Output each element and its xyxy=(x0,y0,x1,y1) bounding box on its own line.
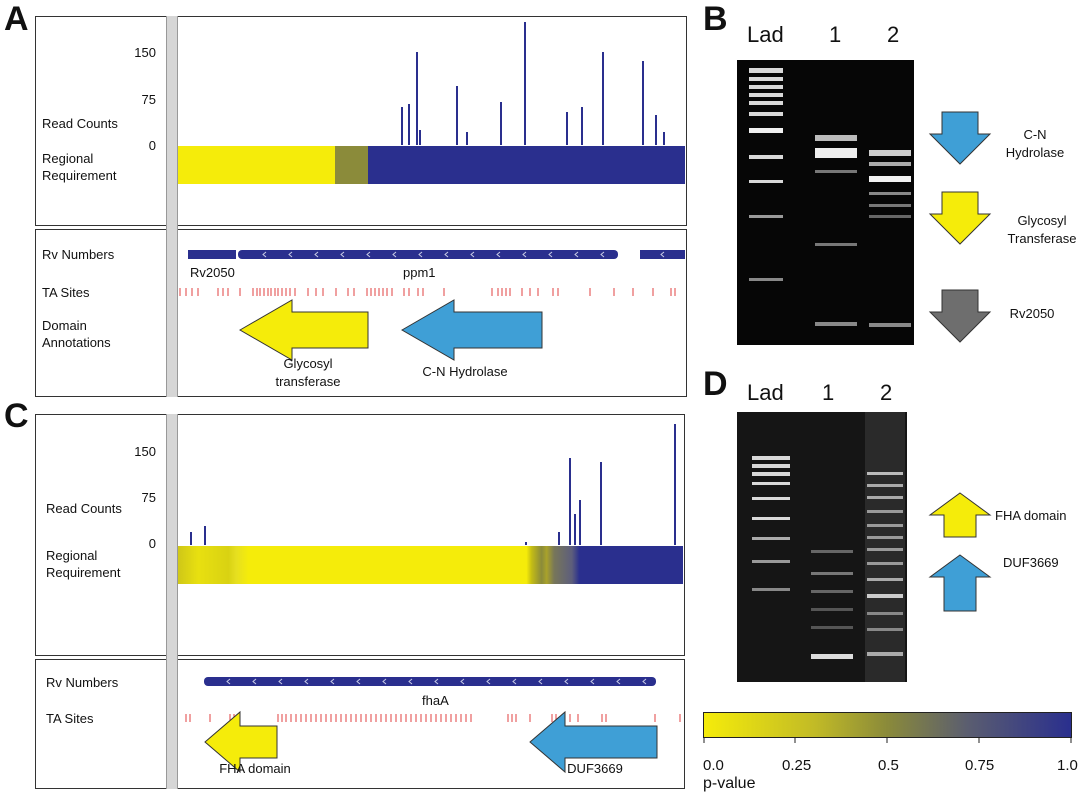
a-gene-track xyxy=(179,250,685,296)
a-ytick-75: 75 xyxy=(141,92,156,107)
c-domain-arrows xyxy=(204,710,658,774)
b-band-arrows xyxy=(928,111,992,343)
panel-a-divider xyxy=(166,16,178,397)
a-read-count-track xyxy=(401,22,665,145)
b-lane-1: 1 xyxy=(829,22,842,47)
a-cn-hydrolase-arrow xyxy=(400,299,543,361)
c-gene-fhaa: fhaA xyxy=(422,693,449,708)
a-label-regional-requirement: Regional Requirement xyxy=(42,151,117,183)
a-label-domain-annotations: Domain Annotations xyxy=(42,318,111,350)
c-read-count-track xyxy=(190,424,676,545)
d-fha-arrow xyxy=(928,492,992,538)
b-cn-hydrolase-arrow xyxy=(928,111,992,165)
b-lane-2: 2 xyxy=(887,22,900,47)
c-ytick-150: 150 xyxy=(134,444,156,459)
a-ytick-0: 0 xyxy=(148,138,156,153)
a-domain-cn-label: C-N Hydrolase xyxy=(422,364,508,379)
panel-letter-a: A xyxy=(4,0,29,38)
panel-c-tracks xyxy=(35,414,685,656)
c-gene-track xyxy=(204,677,656,686)
colorbar-tick-05: 0.5 xyxy=(878,757,899,774)
c-domain-duf3669-label: DUF3669 xyxy=(567,761,623,776)
colorbar-tick-075: 0.75 xyxy=(965,757,995,774)
a-glycosyl-arrow xyxy=(238,299,369,361)
b-rv2050-arrow xyxy=(928,289,992,343)
a-ytick-150: 150 xyxy=(134,45,156,60)
d-lane-ladder: Lad xyxy=(747,380,784,405)
c-regional-requirement-bar xyxy=(178,546,683,584)
d-lane-2: 2 xyxy=(880,380,893,405)
a-domain-glycosyl-label: Glycosyl transferase xyxy=(275,356,341,389)
a-gene-ppm1: ppm1 xyxy=(403,265,436,280)
a-label-ta-sites: TA Sites xyxy=(42,285,90,300)
c-duf3669-arrow xyxy=(529,710,658,774)
colorbar-tick-0: 0.0 xyxy=(703,757,724,774)
d-label-duf3669: DUF3669 xyxy=(1003,555,1059,570)
a-regional-requirement-bar xyxy=(178,146,685,184)
c-label-ta-sites: TA Sites xyxy=(46,711,94,726)
a-gene-rv2050: Rv2050 xyxy=(190,265,235,280)
b-label-rv2050: Rv2050 xyxy=(1009,306,1055,321)
d-duf3669-arrow xyxy=(928,554,992,612)
c-fha-arrow xyxy=(204,710,278,774)
b-gel-image xyxy=(737,60,914,345)
c-label-read-counts: Read Counts xyxy=(46,501,122,516)
a-label-read-counts: Read Counts xyxy=(42,116,118,131)
colorbar-tick-1: 1.0 xyxy=(1057,757,1078,774)
b-glycosyl-arrow xyxy=(928,191,992,245)
c-label-rv-numbers: Rv Numbers xyxy=(46,675,119,690)
panel-letter-d: D xyxy=(703,365,728,403)
panel-letter-c: C xyxy=(4,397,29,435)
d-lane-1: 1 xyxy=(822,380,835,405)
b-label-cn-hydrolase: C-N Hydrolase xyxy=(1005,127,1065,160)
a-domain-arrows xyxy=(238,299,543,361)
c-domain-fha-label: FHA domain xyxy=(219,761,291,776)
panel-a-tracks xyxy=(35,16,687,226)
pvalue-colorbar xyxy=(703,712,1072,738)
c-ta-sites xyxy=(185,714,681,722)
c-ytick-0: 0 xyxy=(148,536,156,551)
panel-c-divider xyxy=(166,414,178,789)
d-gel-image xyxy=(737,412,907,682)
c-label-regional-requirement: Regional Requirement xyxy=(46,548,121,580)
colorbar-ticks xyxy=(703,737,1072,743)
b-lane-ladder: Lad xyxy=(747,22,784,47)
c-ytick-75: 75 xyxy=(141,490,156,505)
b-label-glycosyl: Glycosyl Transferase xyxy=(1007,213,1077,246)
d-label-fha: FHA domain xyxy=(995,508,1067,523)
panel-letter-b: B xyxy=(703,0,728,38)
d-band-arrows xyxy=(928,492,992,612)
colorbar-tick-025: 0.25 xyxy=(782,757,812,774)
a-label-rv-numbers: Rv Numbers xyxy=(42,247,115,262)
colorbar-label: p-value xyxy=(703,775,756,792)
